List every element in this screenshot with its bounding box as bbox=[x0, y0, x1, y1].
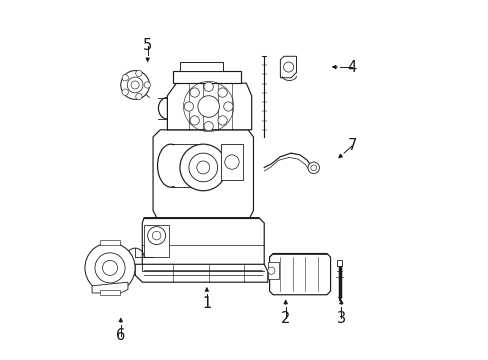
Circle shape bbox=[95, 253, 125, 283]
Polygon shape bbox=[280, 56, 296, 78]
Circle shape bbox=[267, 267, 274, 274]
Circle shape bbox=[283, 62, 293, 72]
Text: 2: 2 bbox=[281, 311, 290, 325]
Bar bbox=[337, 260, 341, 266]
Bar bbox=[221, 144, 242, 180]
Circle shape bbox=[147, 226, 165, 244]
Bar bbox=[144, 225, 169, 257]
Polygon shape bbox=[153, 130, 253, 218]
Circle shape bbox=[144, 82, 150, 88]
Circle shape bbox=[102, 260, 117, 275]
Circle shape bbox=[218, 88, 227, 97]
Circle shape bbox=[122, 89, 128, 95]
Circle shape bbox=[180, 144, 226, 191]
Circle shape bbox=[131, 81, 139, 89]
Circle shape bbox=[184, 102, 193, 111]
Bar bbox=[267, 262, 278, 279]
Text: 5: 5 bbox=[143, 38, 152, 53]
Bar bbox=[100, 240, 120, 245]
Bar bbox=[180, 62, 223, 71]
Circle shape bbox=[223, 102, 233, 111]
Text: 1: 1 bbox=[202, 296, 211, 311]
Text: 7: 7 bbox=[346, 139, 356, 153]
Polygon shape bbox=[92, 282, 128, 293]
Bar bbox=[100, 291, 120, 296]
Circle shape bbox=[190, 88, 199, 97]
Circle shape bbox=[136, 70, 142, 77]
Circle shape bbox=[203, 122, 213, 131]
Circle shape bbox=[190, 116, 199, 125]
Text: 6: 6 bbox=[116, 328, 125, 343]
Circle shape bbox=[85, 243, 135, 293]
Circle shape bbox=[203, 82, 213, 91]
Text: 3: 3 bbox=[336, 311, 345, 325]
Polygon shape bbox=[167, 83, 251, 130]
Text: 4: 4 bbox=[347, 59, 356, 75]
Circle shape bbox=[224, 155, 239, 169]
Polygon shape bbox=[269, 253, 330, 295]
Circle shape bbox=[196, 161, 209, 174]
Circle shape bbox=[136, 93, 142, 100]
Circle shape bbox=[307, 162, 319, 174]
Circle shape bbox=[122, 75, 128, 81]
Circle shape bbox=[121, 71, 149, 99]
Bar bbox=[172, 71, 241, 83]
Circle shape bbox=[218, 116, 227, 125]
Circle shape bbox=[198, 96, 219, 117]
